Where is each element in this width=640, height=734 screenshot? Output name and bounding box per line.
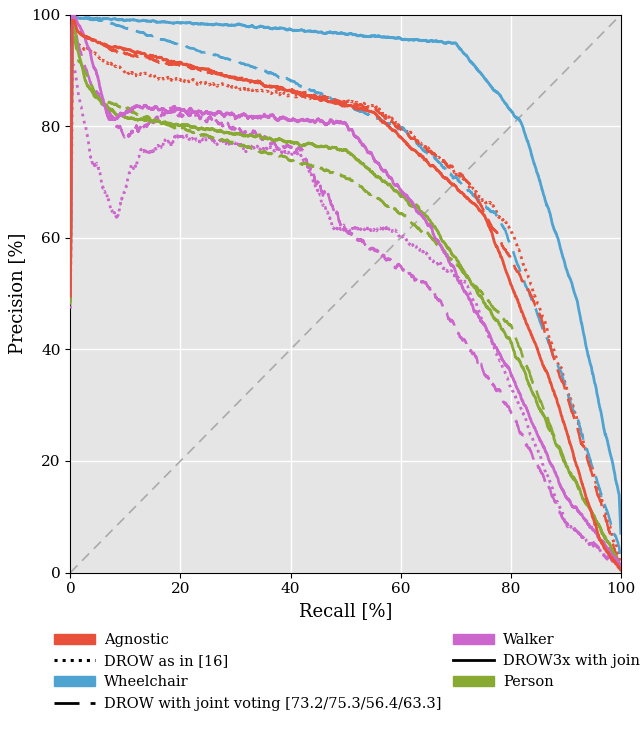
Y-axis label: Precision [%]: Precision [%]	[8, 233, 26, 355]
X-axis label: Recall [%]: Recall [%]	[299, 602, 392, 619]
Legend: Agnostic, DROW as in [16], Wheelchair, DROW with joint voting [73.2/75.3/56.4/63: Agnostic, DROW as in [16], Wheelchair, D…	[45, 624, 640, 719]
